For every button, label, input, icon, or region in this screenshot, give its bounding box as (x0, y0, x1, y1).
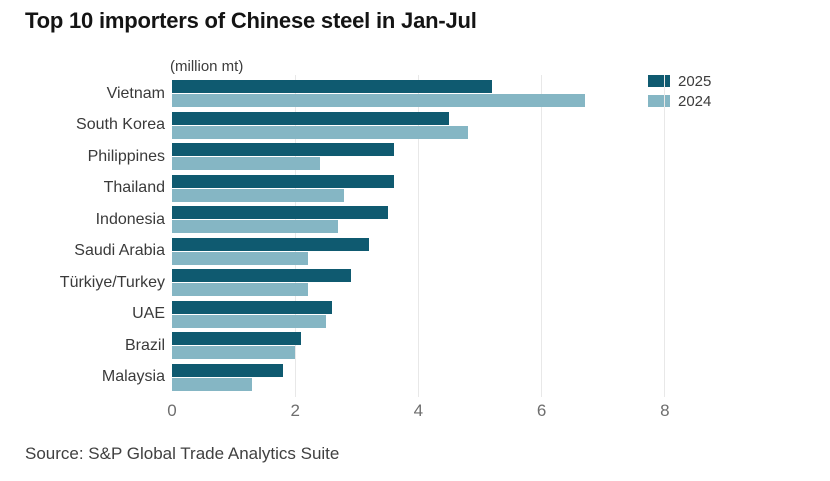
category-label-vietnam: Vietnam (106, 84, 165, 102)
chart-row-uae: UAE (0, 299, 745, 331)
category-label-philippines: Philippines (87, 147, 165, 165)
gridline-2 (294, 75, 296, 397)
bar-group-t-rkiye-turkey (172, 269, 351, 297)
bar-2024-brazil (172, 346, 296, 360)
x-tick-6: 6 (536, 401, 547, 420)
bar-group-uae (172, 300, 333, 328)
category-label-indonesia: Indonesia (95, 210, 165, 228)
category-label-t-rkiye-turkey: Türkiye/Turkey (59, 273, 165, 291)
chart-row-philippines: Philippines (0, 141, 745, 173)
bar-group-south-korea (172, 111, 468, 139)
axis-unit-label: (million mt) (170, 58, 244, 75)
category-label-thailand: Thailand (103, 179, 165, 197)
category-label-brazil: Brazil (124, 336, 165, 354)
category-label-saudi-arabia: Saudi Arabia (74, 242, 165, 260)
bar-2025-vietnam (172, 80, 493, 94)
chart-row-t-rkiye-turkey: Türkiye/Turkey (0, 267, 745, 299)
category-label-uae: UAE (132, 305, 165, 323)
bar-2024-south-korea (172, 125, 468, 139)
bar-group-vietnam (172, 80, 585, 108)
chart-row-south-korea: South Korea (0, 110, 745, 142)
bar-2025-saudi-arabia (172, 237, 370, 251)
x-tick-2: 2 (290, 401, 300, 420)
bar-2025-philippines (172, 143, 394, 157)
x-tick-4: 4 (413, 401, 424, 420)
bar-2025-indonesia (172, 206, 388, 220)
bar-2024-malaysia (172, 377, 253, 391)
chart-row-thailand: Thailand (0, 173, 745, 205)
chart-row-vietnam: Vietnam (0, 78, 745, 110)
chart-row-brazil: Brazil (0, 330, 745, 362)
bar-2024-philippines (172, 157, 320, 171)
gridline-6 (541, 75, 543, 397)
plot-area: Vietnam South Korea Philippines Thailand Ind… (0, 75, 745, 397)
bar-group-saudi-arabia (172, 237, 370, 265)
x-axis: 0 2 4 6 8 (0, 401, 745, 423)
legend: 2025 2024 (648, 71, 711, 111)
bar-2025-malaysia (172, 363, 283, 377)
x-tick-8: 8 (660, 401, 670, 420)
chart-row-malaysia: Malaysia (0, 362, 745, 394)
bar-group-indonesia (172, 206, 388, 234)
category-label-malaysia: Malaysia (101, 368, 165, 386)
bar-group-philippines (172, 143, 394, 171)
bar-group-thailand (172, 174, 394, 202)
bar-2024-t-rkiye-turkey (172, 283, 308, 297)
bar-2025-thailand (172, 174, 394, 188)
bar-2025-south-korea (172, 111, 450, 125)
bar-rows: Vietnam South Korea Philippines Thailand Ind… (0, 78, 745, 393)
bar-2024-uae (172, 314, 326, 328)
gridline-8 (664, 75, 666, 397)
bar-2025-t-rkiye-turkey (172, 269, 351, 283)
gridline-4 (417, 75, 419, 397)
chart-row-indonesia: Indonesia (0, 204, 745, 236)
bar-2025-uae (172, 300, 333, 314)
bar-2025-brazil (172, 332, 302, 346)
source-note: Source: S&P Global Trade Analytics Suite (25, 444, 340, 463)
legend-label-2025: 2025 (678, 72, 712, 90)
bar-2024-indonesia (172, 220, 339, 234)
bar-2024-vietnam (172, 94, 585, 108)
chart-title: Top 10 importers of Chinese steel in Jan… (25, 8, 477, 33)
bar-2024-thailand (172, 188, 345, 202)
bar-2024-saudi-arabia (172, 251, 308, 265)
legend-label-2024: 2024 (678, 92, 712, 110)
chart-row-saudi-arabia: Saudi Arabia (0, 236, 745, 268)
category-label-south-korea: South Korea (76, 116, 165, 134)
x-tick-0: 0 (167, 401, 177, 420)
bar-group-brazil (172, 332, 302, 360)
bar-group-malaysia (172, 363, 283, 391)
